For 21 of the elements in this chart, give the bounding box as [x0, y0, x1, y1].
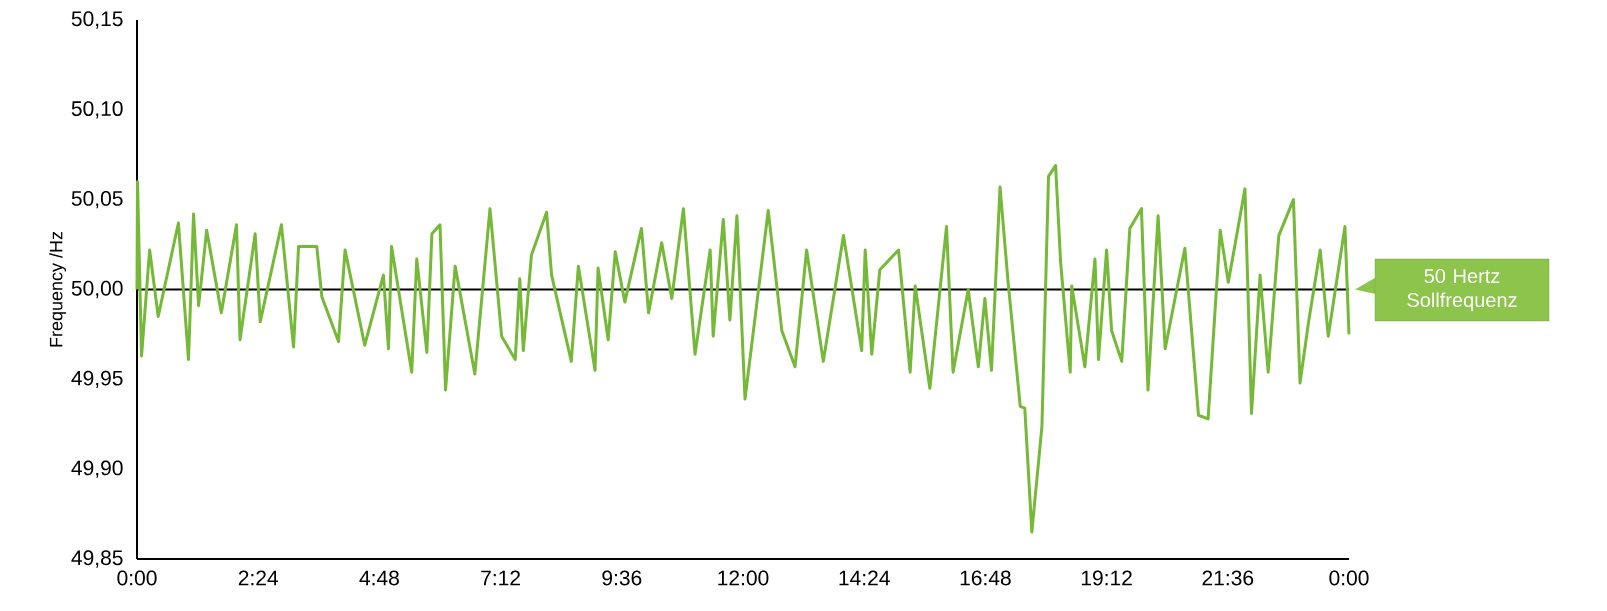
x-tick-label: 2:24: [238, 570, 279, 586]
x-tick-label: 7:12: [481, 570, 520, 586]
x-tick-label: 14:24: [839, 570, 890, 586]
x-tick-label: 16:48: [960, 570, 1011, 586]
y-tick-label: 50,10: [71, 101, 123, 119]
y-tick-label: 49,90: [71, 460, 123, 478]
x-tick-label: 12:00: [718, 570, 769, 586]
x-tick-label: 21:36: [1202, 570, 1254, 586]
y-tick-label: 49,85: [71, 550, 123, 568]
x-tick-label: 0:00: [1329, 570, 1369, 586]
x-tick-label: 0:00: [117, 570, 157, 586]
y-tick-label: 49,95: [71, 370, 123, 388]
x-tick-label: 9:36: [602, 570, 642, 586]
ref-line-label: 50 Hertz Sollfrequenz: [1407, 268, 1517, 312]
y-axis-title: Frequency /Hz: [49, 231, 67, 347]
y-tick-label: 50,05: [71, 190, 123, 209]
y-tick-label: 50,15: [71, 11, 123, 29]
line-series: [135, 164, 1351, 534]
x-tick-label: 4:48: [359, 570, 399, 586]
y-tick-label: 50,00: [71, 280, 123, 299]
x-tick-label: 19:12: [1081, 570, 1132, 586]
